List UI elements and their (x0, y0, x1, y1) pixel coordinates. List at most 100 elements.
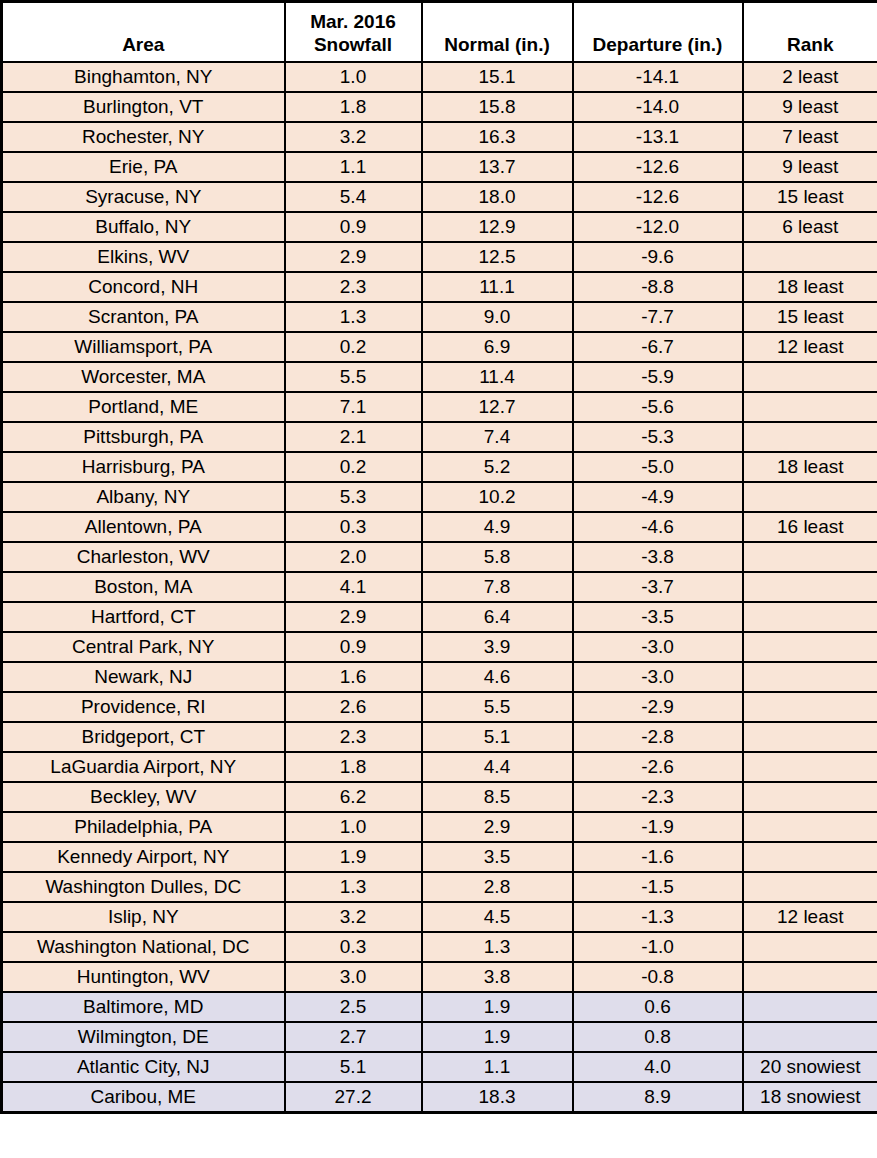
header-row: Area Mar. 2016 Snowfall Normal (in.) Dep… (2, 2, 877, 63)
snowfall-cell: 1.3 (285, 302, 422, 332)
area-cell: Huntington, WV (2, 962, 285, 992)
normal-cell: 5.5 (422, 692, 573, 722)
area-cell: Central Park, NY (2, 632, 285, 662)
table-header: Area Mar. 2016 Snowfall Normal (in.) Dep… (2, 2, 877, 63)
table-row: Elkins, WV 2.9 12.5 -9.6 (2, 242, 877, 272)
departure-cell: -1.5 (573, 872, 743, 902)
table-row: Erie, PA 1.1 13.7 -12.6 9 least (2, 152, 877, 182)
area-cell: Beckley, WV (2, 782, 285, 812)
departure-cell: -7.7 (573, 302, 743, 332)
area-cell: Buffalo, NY (2, 212, 285, 242)
rank-cell: 18 snowiest (743, 1082, 877, 1113)
table-row: Rochester, NY 3.2 16.3 -13.1 7 least (2, 122, 877, 152)
snowfall-cell: 27.2 (285, 1082, 422, 1113)
area-cell: Boston, MA (2, 572, 285, 602)
rank-cell (743, 542, 877, 572)
rank-cell: 20 snowiest (743, 1052, 877, 1082)
normal-cell: 1.1 (422, 1052, 573, 1082)
normal-cell: 11.4 (422, 362, 573, 392)
departure-cell: -3.7 (573, 572, 743, 602)
rank-cell: 15 least (743, 302, 877, 332)
area-cell: Allentown, PA (2, 512, 285, 542)
snowfall-cell: 2.5 (285, 992, 422, 1022)
normal-cell: 3.8 (422, 962, 573, 992)
rank-cell: 12 least (743, 332, 877, 362)
rank-cell: 9 least (743, 92, 877, 122)
area-cell: Islip, NY (2, 902, 285, 932)
departure-cell: -5.0 (573, 452, 743, 482)
rank-cell: 16 least (743, 512, 877, 542)
table-row: Bridgeport, CT 2.3 5.1 -2.8 (2, 722, 877, 752)
snowfall-cell: 2.3 (285, 272, 422, 302)
normal-cell: 15.8 (422, 92, 573, 122)
normal-cell: 12.5 (422, 242, 573, 272)
area-cell: Erie, PA (2, 152, 285, 182)
table-row: Albany, NY 5.3 10.2 -4.9 (2, 482, 877, 512)
departure-cell: -5.9 (573, 362, 743, 392)
rank-cell (743, 872, 877, 902)
normal-cell: 4.9 (422, 512, 573, 542)
departure-cell: -14.1 (573, 62, 743, 92)
rank-cell: 15 least (743, 182, 877, 212)
snowfall-cell: 2.6 (285, 692, 422, 722)
normal-cell: 16.3 (422, 122, 573, 152)
table-row: Portland, ME 7.1 12.7 -5.6 (2, 392, 877, 422)
snowfall-cell: 0.3 (285, 932, 422, 962)
table-row: Providence, RI 2.6 5.5 -2.9 (2, 692, 877, 722)
normal-cell: 1.3 (422, 932, 573, 962)
departure-cell: 0.8 (573, 1022, 743, 1052)
departure-cell: -3.5 (573, 602, 743, 632)
rank-cell (743, 962, 877, 992)
area-cell: Harrisburg, PA (2, 452, 285, 482)
rank-cell: 12 least (743, 902, 877, 932)
rank-cell: 6 least (743, 212, 877, 242)
normal-cell: 2.9 (422, 812, 573, 842)
departure-cell: -1.0 (573, 932, 743, 962)
snowfall-cell: 2.9 (285, 602, 422, 632)
area-cell: Providence, RI (2, 692, 285, 722)
area-cell: Wilmington, DE (2, 1022, 285, 1052)
rank-cell (743, 602, 877, 632)
table-row: Washington National, DC 0.3 1.3 -1.0 (2, 932, 877, 962)
table-row: Kennedy Airport, NY 1.9 3.5 -1.6 (2, 842, 877, 872)
rank-cell (743, 932, 877, 962)
snowfall-cell: 3.2 (285, 902, 422, 932)
snowfall-cell: 1.0 (285, 812, 422, 842)
snowfall-cell: 7.1 (285, 392, 422, 422)
departure-cell: -5.6 (573, 392, 743, 422)
normal-cell: 2.8 (422, 872, 573, 902)
snowfall-cell: 4.1 (285, 572, 422, 602)
normal-cell: 3.5 (422, 842, 573, 872)
snowfall-cell: 0.3 (285, 512, 422, 542)
normal-cell: 9.0 (422, 302, 573, 332)
table-row: Burlington, VT 1.8 15.8 -14.0 9 least (2, 92, 877, 122)
rank-cell (743, 482, 877, 512)
normal-cell: 18.3 (422, 1082, 573, 1113)
normal-cell: 3.9 (422, 632, 573, 662)
area-cell: Syracuse, NY (2, 182, 285, 212)
area-cell: Caribou, ME (2, 1082, 285, 1113)
snowfall-cell: 2.9 (285, 242, 422, 272)
table-row: Central Park, NY 0.9 3.9 -3.0 (2, 632, 877, 662)
table-row: Charleston, WV 2.0 5.8 -3.8 (2, 542, 877, 572)
rank-cell (743, 392, 877, 422)
table-row: Boston, MA 4.1 7.8 -3.7 (2, 572, 877, 602)
rank-cell (743, 662, 877, 692)
area-cell: Hartford, CT (2, 602, 285, 632)
normal-cell: 6.4 (422, 602, 573, 632)
normal-cell: 4.6 (422, 662, 573, 692)
normal-cell: 7.8 (422, 572, 573, 602)
departure-cell: -2.3 (573, 782, 743, 812)
rank-cell (743, 1022, 877, 1052)
departure-cell: 4.0 (573, 1052, 743, 1082)
snowfall-cell: 2.0 (285, 542, 422, 572)
departure-cell: -1.6 (573, 842, 743, 872)
table-row: Scranton, PA 1.3 9.0 -7.7 15 least (2, 302, 877, 332)
departure-cell: -13.1 (573, 122, 743, 152)
area-cell: Albany, NY (2, 482, 285, 512)
table-row: Williamsport, PA 0.2 6.9 -6.7 12 least (2, 332, 877, 362)
rank-cell: 2 least (743, 62, 877, 92)
departure-cell: -4.9 (573, 482, 743, 512)
normal-cell: 12.9 (422, 212, 573, 242)
normal-cell: 5.8 (422, 542, 573, 572)
